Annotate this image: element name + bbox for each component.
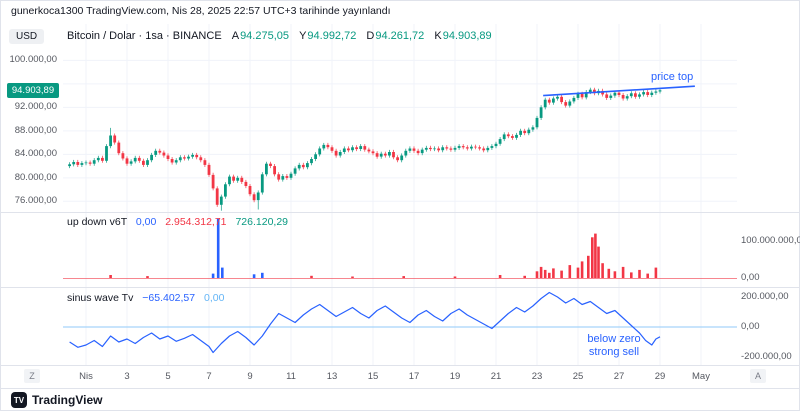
symbol-title[interactable]: Bitcoin / Dolar · 1sa · BINANCE bbox=[67, 30, 222, 42]
indicator-updown-legend: up down v6T 0,00 2.954.312,71 726.120,29 bbox=[67, 216, 288, 228]
ohlc-open-key: A bbox=[231, 30, 240, 42]
price-top-annotation: price top bbox=[651, 71, 694, 83]
tradingview-brand: TradingView bbox=[32, 393, 103, 407]
ohlc-open-value: 94.275,05 bbox=[240, 30, 289, 42]
tradingview-logo-icon: TV bbox=[11, 392, 27, 408]
publish-info[interactable]: gunerkoca1300 TradingView.com, Nis 28, 2… bbox=[11, 5, 391, 17]
indicator-updown-value-2: 2.954.312,71 bbox=[165, 216, 227, 228]
tradingview-footer[interactable]: TV TradingView bbox=[11, 392, 102, 408]
ohlc-low: D94.261,72 bbox=[366, 30, 424, 42]
ohlc-close: K94.903,89 bbox=[434, 30, 491, 42]
strong-sell-line2: strong sell bbox=[588, 346, 640, 358]
indicator-updown-value-1: 0,00 bbox=[135, 216, 157, 228]
ohlc-open: A94.275,05 bbox=[232, 30, 289, 42]
indicator-updown-value-3: 726.120,29 bbox=[235, 216, 289, 228]
ohlc-close-value: 94.903,89 bbox=[442, 30, 492, 42]
ohlc-close-key: K bbox=[434, 30, 442, 42]
tradingview-logo-letters: TV bbox=[13, 395, 25, 405]
symbol-legend: Bitcoin / Dolar · 1sa · BINANCE A94.275,… bbox=[67, 30, 492, 42]
ohlc-low-key: D bbox=[366, 30, 375, 42]
currency-toggle[interactable]: USD bbox=[9, 29, 45, 44]
strong-sell-line1: below zero bbox=[587, 333, 641, 345]
indicator-sinus-value-2: 0,00 bbox=[204, 292, 225, 304]
indicator-updown-title[interactable]: up down v6T bbox=[67, 216, 127, 228]
ohlc-high: Y94.992,72 bbox=[299, 30, 356, 42]
ohlc-high-key: Y bbox=[299, 30, 307, 42]
auto-scale-button[interactable]: A bbox=[750, 369, 766, 383]
ohlc-high-value: 94.992,72 bbox=[307, 30, 357, 42]
strong-sell-annotation: below zero strong sell bbox=[578, 333, 650, 359]
indicator-sinus-value-1: −65.402,57 bbox=[142, 292, 196, 304]
ohlc-low-value: 94.261,72 bbox=[375, 30, 425, 42]
timezone-button[interactable]: Z bbox=[24, 369, 40, 383]
indicator-sinus-legend: sinus wave Tv −65.402,57 0,00 bbox=[67, 292, 224, 304]
indicator-sinus-title[interactable]: sinus wave Tv bbox=[67, 292, 134, 304]
last-price-badge: 94.903,89 bbox=[7, 82, 59, 98]
